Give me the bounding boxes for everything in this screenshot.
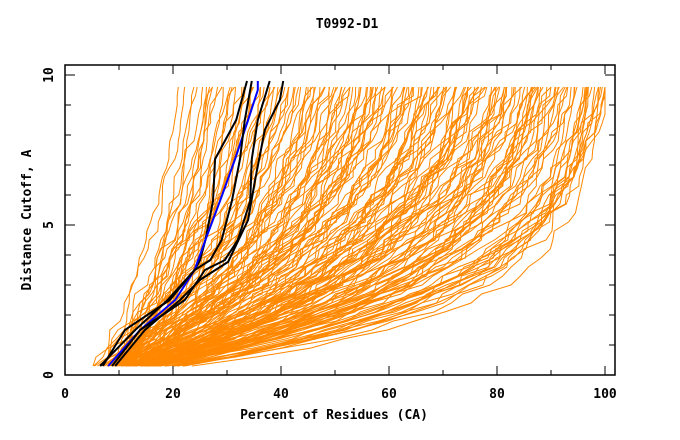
model-curve [94, 86, 219, 367]
model-curve [144, 86, 516, 367]
model-curve [128, 86, 476, 367]
model-curve [154, 86, 603, 367]
model-curve [182, 86, 588, 367]
model-curve [155, 86, 528, 367]
model-curve [144, 86, 498, 367]
model-curve [174, 86, 566, 367]
model-curve [123, 86, 290, 367]
model-curve [124, 86, 255, 367]
model-curve [134, 86, 488, 367]
y-axis: 0 5 10 [42, 67, 615, 379]
model-curve [113, 87, 330, 367]
model-curve [114, 86, 351, 367]
series-blue [107, 81, 259, 367]
model-curve [121, 86, 223, 367]
model-curve [154, 86, 505, 367]
model-curve [136, 86, 536, 367]
model-curve [122, 86, 312, 367]
series-black-4 [114, 80, 285, 367]
model-curve [152, 86, 586, 367]
model-curve [116, 86, 386, 367]
model-curve [129, 86, 346, 367]
model-curve [120, 86, 351, 367]
model-curve [119, 86, 377, 367]
x-tick-label: 100 [593, 387, 617, 402]
model-curve [100, 86, 224, 367]
model-curve [100, 86, 296, 367]
model-curve [120, 86, 243, 367]
model-curve [130, 86, 408, 367]
y-tick-label: 5 [42, 221, 57, 229]
model-curve [148, 86, 575, 367]
model-curve [126, 86, 447, 367]
model-curve [108, 86, 374, 367]
model-curve [92, 86, 179, 367]
model-curve [144, 86, 559, 367]
model-curve [143, 86, 414, 367]
model-curve [153, 86, 548, 367]
model-curve [124, 86, 405, 367]
model-curve [157, 86, 513, 367]
model-curve [146, 86, 568, 367]
model-curve [119, 86, 335, 367]
x-tick-label: 60 [381, 387, 397, 402]
x-tick-label: 40 [273, 387, 289, 402]
model-curve [158, 86, 569, 367]
model-curve [107, 86, 371, 367]
model-curve [135, 86, 521, 367]
model-curve [132, 86, 456, 367]
model-curve [178, 86, 599, 367]
model-curve [128, 86, 523, 367]
model-curve [171, 87, 606, 367]
model-curve [156, 87, 606, 367]
model-curve [152, 86, 565, 367]
model-curve [184, 86, 589, 367]
model-curve [103, 86, 316, 367]
model-curve [132, 86, 534, 367]
series-black-2 [101, 80, 253, 367]
model-curve [140, 86, 601, 367]
model-curve [115, 86, 398, 367]
x-tick-label: 0 [61, 387, 69, 402]
model-curve [132, 86, 458, 367]
x-axis-label: Percent of Residues (CA) [240, 408, 428, 423]
model-curve [156, 86, 578, 367]
model-curve [115, 86, 423, 367]
model-curve [93, 86, 186, 367]
model-curve [112, 86, 326, 367]
model-curve [110, 86, 290, 367]
model-curve [123, 86, 410, 367]
model-curve [150, 86, 557, 367]
x-axis: 0 20 40 60 80 100 [61, 65, 617, 402]
model-curve [130, 86, 487, 367]
model-curve [128, 86, 367, 367]
model-curve [131, 86, 448, 367]
y-axis-label: Distance Cutoff, A [20, 149, 35, 290]
x-tick-label: 20 [165, 387, 181, 402]
y-tick-label: 0 [42, 371, 57, 379]
model-curve [136, 86, 552, 367]
model-curve [144, 87, 507, 367]
plot-frame [64, 64, 616, 376]
model-curve [133, 86, 379, 367]
model-curve [153, 86, 542, 367]
chart-title: T0992-D1 [316, 17, 379, 32]
highlight-curves [99, 80, 285, 367]
model-curves [92, 86, 606, 367]
y-tick-label: 10 [42, 67, 57, 83]
x-tick-label: 80 [489, 387, 505, 402]
model-curve [127, 86, 351, 367]
model-curve [145, 86, 556, 367]
model-curve [118, 86, 393, 367]
